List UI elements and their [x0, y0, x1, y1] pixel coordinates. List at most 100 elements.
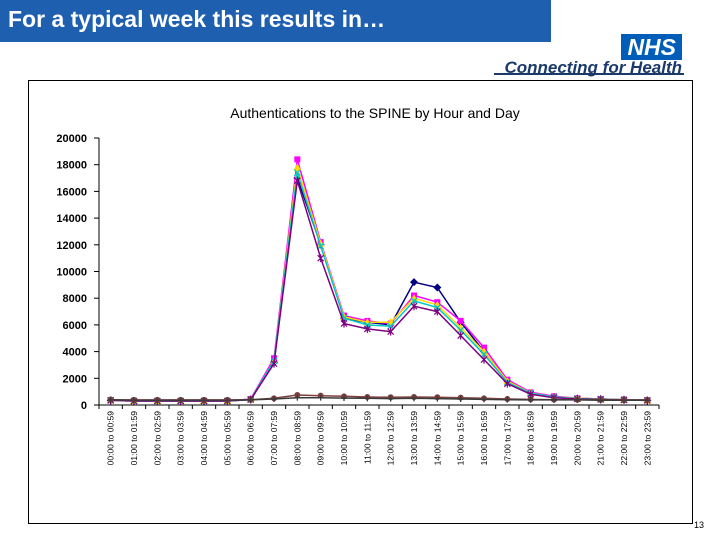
data-point	[621, 397, 627, 404]
x-tick-label: 06:00 to 06:59	[246, 411, 256, 466]
data-point	[480, 355, 488, 364]
data-point	[224, 397, 231, 404]
x-tick-label: 19:00 to 19:59	[549, 411, 559, 466]
data-point	[433, 283, 442, 292]
y-tick-label: 20000	[56, 133, 87, 145]
data-point	[551, 396, 557, 403]
x-tick-label: 22:00 to 22:59	[619, 411, 629, 466]
y-tick-label: 12000	[56, 240, 87, 252]
series-sunday	[107, 394, 651, 404]
series-thursday	[107, 169, 651, 405]
y-tick-label: 10000	[56, 267, 87, 279]
data-point	[131, 397, 137, 404]
data-point	[271, 395, 277, 402]
y-tick-label: 14000	[56, 213, 87, 225]
x-tick-label: 04:00 to 04:59	[199, 411, 209, 466]
data-point	[201, 397, 207, 404]
x-tick-label: 01:00 to 01:59	[129, 411, 139, 466]
chart-container: Authentications to the SPINE by Hour and…	[28, 80, 693, 524]
y-axis: 0 2000 4000 6000 8000 10000 12000 14000 16000 180…	[56, 133, 100, 412]
y-tick-label: 2000	[63, 373, 87, 385]
data-point	[154, 397, 161, 404]
logo-tagline: Connecting for Health	[504, 58, 682, 77]
series-line	[110, 177, 648, 402]
data-point	[317, 254, 325, 263]
data-point	[597, 397, 604, 404]
x-tick-label: 09:00 to 09:59	[316, 411, 326, 466]
page-number: 13	[693, 520, 704, 530]
x-tick-label: 16:00 to 16:59	[479, 411, 489, 466]
x-tick-label: 11:00 to 11:59	[362, 411, 372, 464]
data-point	[387, 322, 395, 330]
data-point	[294, 156, 301, 163]
y-tick-label: 18000	[56, 160, 87, 172]
data-point	[363, 324, 371, 333]
title-bar: For a typical week this results in…	[0, 0, 551, 42]
series-wednesday	[106, 163, 652, 404]
nhs-logo: NHS Connecting for Health	[494, 34, 690, 80]
slide-title: For a typical week this results in…	[8, 6, 386, 32]
data-point	[644, 397, 651, 404]
data-point	[457, 317, 464, 324]
x-tick-label: 21:00 to 21:59	[596, 411, 606, 466]
data-point	[341, 395, 347, 402]
nhs-logo-mark: NHS	[621, 34, 682, 60]
series-line	[110, 159, 648, 402]
data-point	[504, 396, 511, 403]
y-tick-label: 6000	[63, 320, 87, 332]
data-point	[364, 395, 371, 402]
data-point	[340, 319, 348, 328]
x-tick-label: 23:00 to 23:59	[642, 411, 652, 466]
series-friday	[107, 176, 651, 405]
data-point	[480, 350, 488, 358]
data-point	[293, 169, 301, 177]
data-point	[387, 395, 394, 402]
x-tick-label: 03:00 to 03:59	[176, 411, 186, 466]
data-point	[177, 397, 184, 404]
x-tick-label: 14:00 to 14:59	[432, 411, 442, 466]
x-tick-label: 17:00 to 17:59	[502, 411, 512, 466]
x-tick-label: 00:00 to 00:59	[106, 411, 116, 466]
series-line	[110, 396, 648, 401]
data-point	[410, 302, 418, 311]
data-point	[270, 359, 278, 368]
x-tick-label: 05:00 to 05:59	[222, 411, 232, 466]
data-point	[317, 242, 325, 250]
data-point	[411, 395, 417, 402]
data-point	[247, 396, 254, 403]
line-chart: Authentications to the SPINE by Hour and…	[56, 105, 660, 466]
x-tick-label: 10:00 to 10:59	[339, 411, 349, 466]
data-point	[410, 297, 418, 305]
data-point	[107, 396, 114, 403]
data-point	[434, 395, 441, 402]
data-point	[457, 326, 465, 334]
x-tick-label: 18:00 to 18:59	[526, 411, 536, 466]
y-tick-label: 4000	[63, 347, 87, 359]
data-point	[481, 396, 487, 403]
series-line	[110, 167, 648, 402]
series-layer	[106, 156, 652, 405]
x-tick-label: 12:00 to 12:59	[386, 411, 396, 466]
data-point	[293, 163, 302, 171]
data-point	[410, 278, 418, 287]
data-point	[457, 331, 465, 340]
data-point	[503, 379, 511, 388]
data-point	[317, 394, 324, 401]
chart-title: Authentications to the SPINE by Hour and…	[230, 105, 520, 121]
y-tick-label: 8000	[63, 293, 87, 305]
series-tuesday	[107, 156, 651, 404]
data-point	[293, 176, 301, 185]
y-tick-label: 16000	[56, 186, 87, 198]
data-point	[527, 396, 534, 403]
x-tick-label: 13:00 to 13:59	[409, 411, 419, 466]
data-point	[387, 327, 395, 336]
data-point	[433, 307, 441, 316]
y-tick-label: 0	[81, 400, 87, 412]
data-point	[294, 394, 301, 401]
data-point	[481, 344, 487, 351]
x-tick-label: 20:00 to 20:59	[572, 411, 582, 466]
x-tick-label: 07:00 to 07:59	[269, 411, 279, 466]
x-axis: 00:00 to 00:59 01:00 to 01:59 02:00 to 02:…	[98, 404, 660, 466]
logo-swoosh-icon	[494, 73, 684, 75]
x-tick-label: 15:00 to 15:59	[456, 411, 466, 466]
